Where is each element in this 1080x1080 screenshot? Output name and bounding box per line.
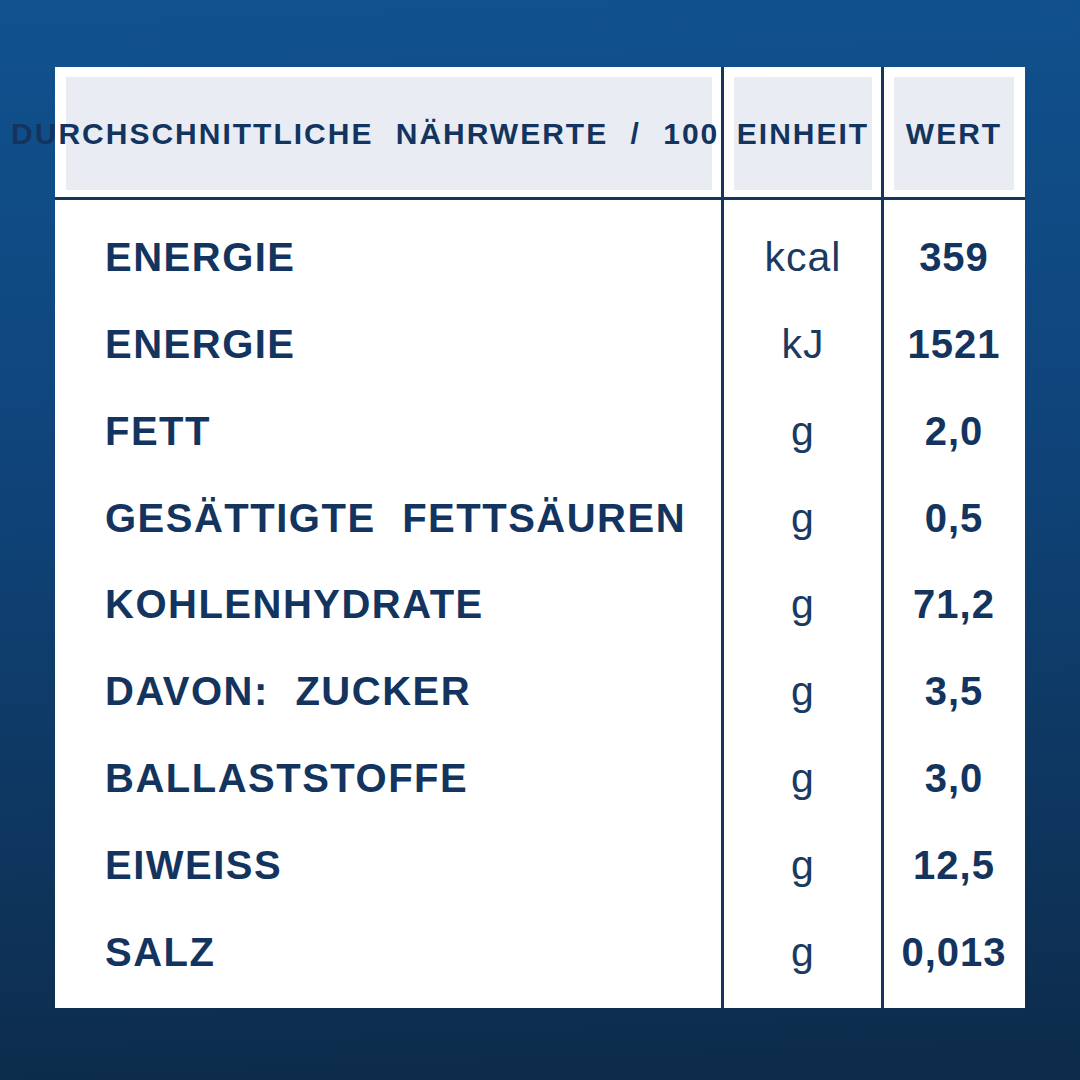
table-row: FETT g 2,0	[55, 388, 1025, 475]
row-value: 0,5	[883, 496, 1025, 541]
table-header-row: DURCHSCHNITTLICHE NÄHRWERTE / 100 G EINH…	[55, 67, 1025, 197]
row-value: 3,5	[883, 669, 1025, 714]
row-label: BALLASTSTOFFE	[55, 756, 723, 801]
header-separator-line	[55, 197, 1025, 200]
table-row: SALZ g 0,013	[55, 909, 1025, 996]
row-unit: g	[723, 755, 883, 802]
row-unit: g	[723, 408, 883, 455]
row-label: ENERGIE	[55, 322, 723, 367]
header-value-label: WERT	[906, 117, 1002, 151]
row-value: 359	[883, 235, 1025, 280]
row-unit: g	[723, 842, 883, 889]
table-row: ENERGIE kJ 1521	[55, 301, 1025, 388]
row-value: 0,013	[883, 930, 1025, 975]
row-unit: kcal	[723, 234, 883, 281]
table-row: EIWEISS g 12,5	[55, 822, 1025, 909]
header-cell-unit: EINHEIT	[734, 77, 872, 190]
row-label: EIWEISS	[55, 843, 723, 888]
nutrition-table: DURCHSCHNITTLICHE NÄHRWERTE / 100 G EINH…	[55, 67, 1025, 1008]
table-row: BALLASTSTOFFE g 3,0	[55, 735, 1025, 822]
row-label: GESÄTTIGTE FETTSÄUREN	[55, 496, 723, 541]
header-cell-value: WERT	[894, 77, 1014, 190]
row-label: ENERGIE	[55, 235, 723, 280]
header-unit-label: EINHEIT	[737, 117, 869, 151]
row-label: FETT	[55, 409, 723, 454]
row-unit: g	[723, 495, 883, 542]
row-label: KOHLENHYDRATE	[55, 582, 723, 627]
row-label: SALZ	[55, 930, 723, 975]
table-row: ENERGIE kcal 359	[55, 214, 1025, 301]
row-label: DAVON: ZUCKER	[55, 669, 723, 714]
table-row: GESÄTTIGTE FETTSÄUREN g 0,5	[55, 475, 1025, 562]
row-value: 1521	[883, 322, 1025, 367]
table-body: ENERGIE kcal 359 ENERGIE kJ 1521 FETT g …	[55, 200, 1025, 1008]
row-value: 2,0	[883, 409, 1025, 454]
table-row: DAVON: ZUCKER g 3,5	[55, 648, 1025, 735]
row-unit: g	[723, 581, 883, 628]
nutrition-label-background: DURCHSCHNITTLICHE NÄHRWERTE / 100 G EINH…	[0, 0, 1080, 1080]
column-divider-unit	[721, 67, 724, 1008]
row-value: 3,0	[883, 756, 1025, 801]
header-cell-title: DURCHSCHNITTLICHE NÄHRWERTE / 100 G	[66, 77, 712, 190]
row-unit: kJ	[723, 321, 883, 368]
row-unit: g	[723, 929, 883, 976]
row-value: 12,5	[883, 843, 1025, 888]
table-row: KOHLENHYDRATE g 71,2	[55, 562, 1025, 649]
column-divider-value	[881, 67, 884, 1008]
row-unit: g	[723, 668, 883, 715]
header-title-label: DURCHSCHNITTLICHE NÄHRWERTE / 100 G	[11, 117, 767, 151]
row-value: 71,2	[883, 582, 1025, 627]
